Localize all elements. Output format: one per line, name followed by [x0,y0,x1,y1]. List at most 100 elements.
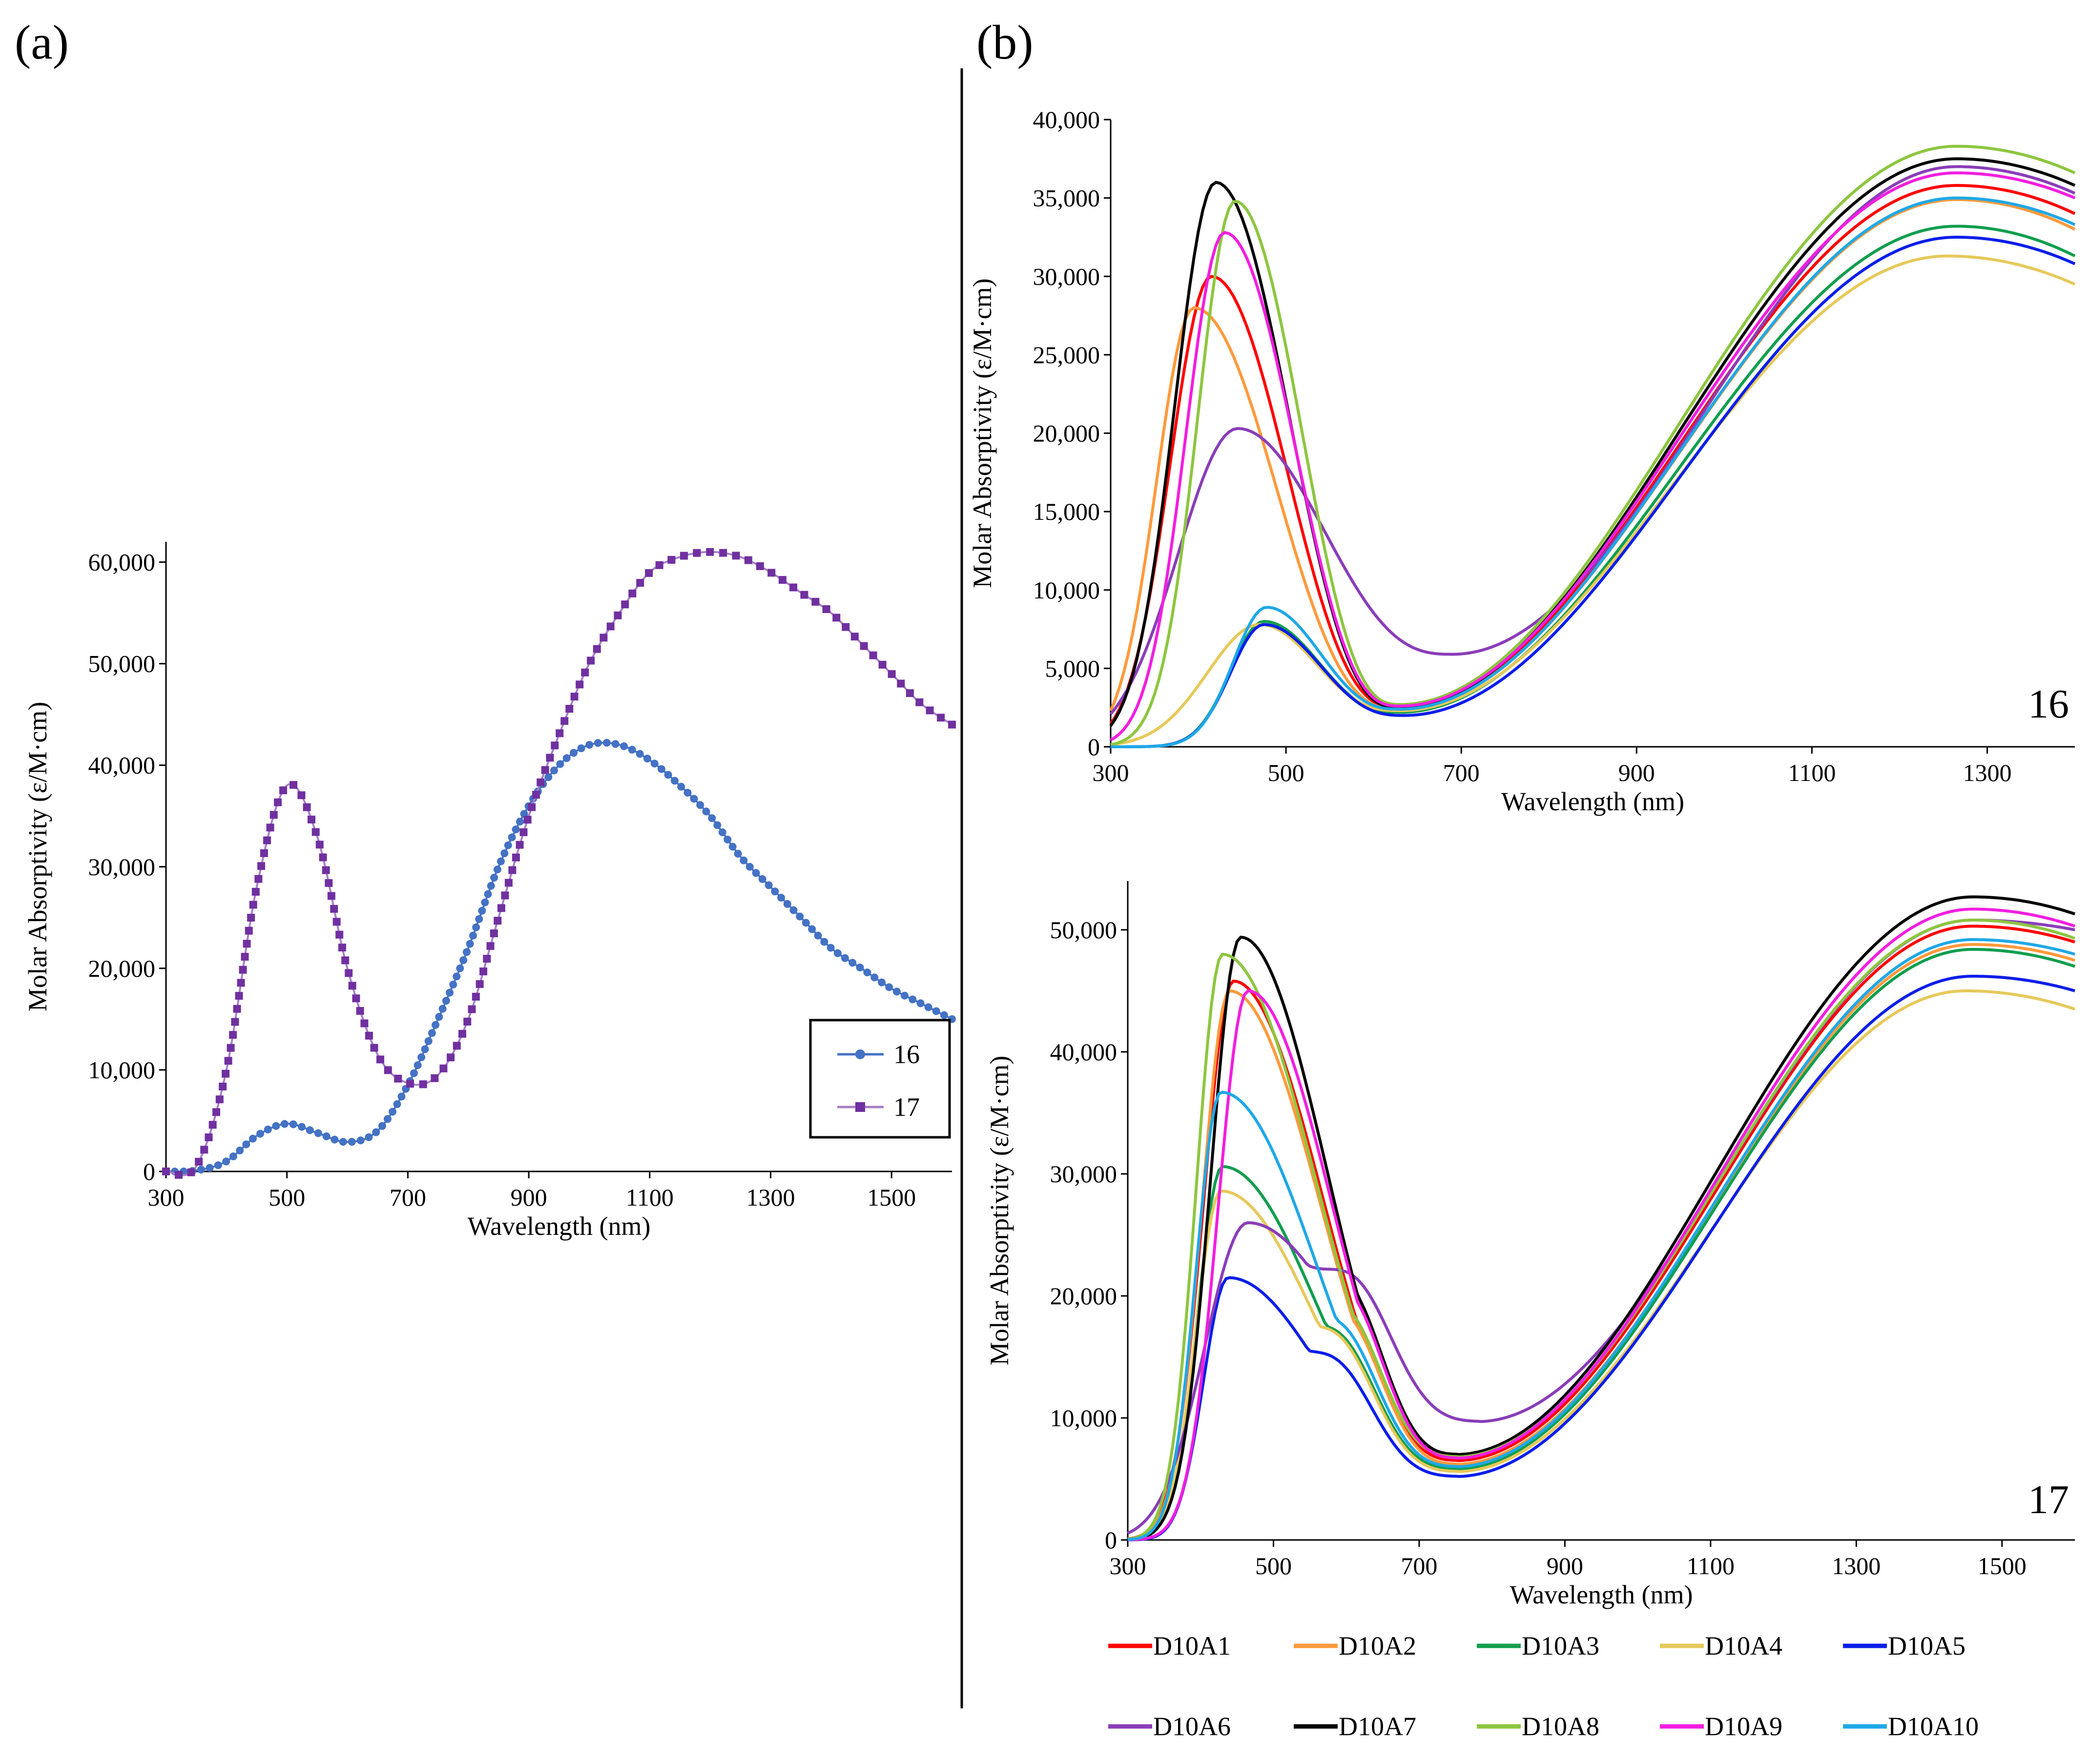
series-point-17 [915,698,924,706]
y-tick-label: 10,000 [1050,1404,1117,1432]
series-point-16 [611,740,620,748]
series-point-17 [257,862,266,870]
series-point-16 [410,1069,418,1077]
series-point-17 [251,888,260,896]
legend-b-label: D10A8 [1522,1712,1599,1741]
series-point-16 [438,1005,447,1013]
series-point-17 [212,1108,221,1116]
series-point-17 [519,828,528,837]
series-point-17 [497,904,505,912]
series-point-16 [802,919,810,927]
legend-a-label-16: 16 [893,1040,920,1069]
series-point-16 [602,738,611,747]
series-point-17 [254,875,263,883]
series-point-17 [245,926,253,935]
x-tick-label: 500 [269,1184,305,1211]
series-point-17 [490,929,498,938]
series-point-16 [909,995,917,1004]
series-point-17 [832,614,841,622]
series-point-17 [869,651,877,659]
series-point-16 [892,987,901,996]
series-point-17 [560,717,569,725]
series-point-16 [289,1120,297,1128]
series-point-16 [383,1115,392,1123]
series-point-17 [744,556,752,564]
series-point-16 [446,988,454,997]
series-point-16 [248,1134,257,1143]
series-point-17 [732,552,740,560]
series-point-17 [800,591,808,599]
series-point-17 [926,706,934,715]
series-point-16 [833,949,842,957]
series-point-17 [360,1019,369,1027]
series-point-16 [504,841,512,849]
series-point-17 [341,956,350,964]
series-point-17 [655,561,663,569]
series-point-17 [486,942,495,950]
series-point-16 [650,759,659,768]
x-tick-label: 500 [1268,759,1304,786]
x-tick-label: 300 [1093,759,1129,786]
series-point-17 [570,693,579,701]
series-point-17 [327,892,335,900]
series-point-16 [475,915,483,923]
series-point-17 [645,569,653,577]
legend-b-label: D10A10 [1888,1712,1979,1741]
series-point-16 [690,795,698,803]
series-point-17 [842,623,850,631]
y-tick-label: 30,000 [1033,263,1100,290]
series-point-16 [885,983,893,991]
x-tick-label: 1500 [867,1184,916,1211]
series-point-16 [856,964,864,972]
series-point-16 [932,1007,940,1015]
series-point-17 [384,1066,392,1074]
series-point-16 [397,1092,406,1101]
series-point-17 [208,1121,217,1129]
y-tick-label: 0 [143,1158,155,1185]
series-point-17 [174,1170,183,1179]
series-point-17 [241,953,249,961]
series-point-16 [718,828,726,837]
series-point-16 [713,821,722,829]
series-point-16 [657,765,665,773]
series-point-17 [247,914,255,922]
series-point-17 [162,1168,170,1175]
series-point-17 [693,549,701,557]
series-point-17 [303,803,311,811]
compound-tag: 17 [2028,1477,2069,1522]
series-point-17 [512,853,520,861]
series-point-16 [264,1126,272,1134]
series-point-17 [233,1005,241,1013]
series-point-17 [365,1031,373,1040]
series-point-16 [556,760,564,768]
series-point-17 [850,633,859,641]
series-point-17 [222,1069,230,1078]
series-point-16 [848,959,857,967]
y-tick-label: 10,000 [1033,576,1100,604]
series-point-17 [335,930,344,939]
series-point-16 [432,1021,440,1029]
series-point-17 [706,548,714,556]
x-tick-label: 500 [1255,1552,1292,1579]
series-point-16 [478,906,486,915]
series-point-16 [314,1129,322,1137]
series-point-16 [728,842,737,851]
series-point-17 [356,1007,364,1015]
series-line-D10A5 [1111,235,2076,748]
x-tick-label: 1100 [1687,1552,1735,1579]
series-point-17 [205,1133,213,1142]
chart-a: 0 10,000 20,000 30,000 40,000 50,000 60,000 300… [23,542,956,1241]
series-point-17 [897,679,905,688]
series-point-16 [940,1011,948,1019]
series-point-17 [187,1168,195,1176]
series-point-16 [393,1100,401,1108]
series-line-D10A7 [1109,157,2076,727]
x-tick-label: 300 [148,1184,185,1211]
y-tick-label: 20,000 [88,955,156,982]
chart-b16: 0 5,000 10,000 15,000 20,000 25,000 30,000 35,0… [968,106,2076,816]
series-point-17 [937,714,945,722]
x-tick-label: 1500 [1978,1552,2027,1579]
series-point-16 [487,882,495,890]
series-point-16 [421,1045,429,1053]
series-point-16 [306,1126,314,1134]
